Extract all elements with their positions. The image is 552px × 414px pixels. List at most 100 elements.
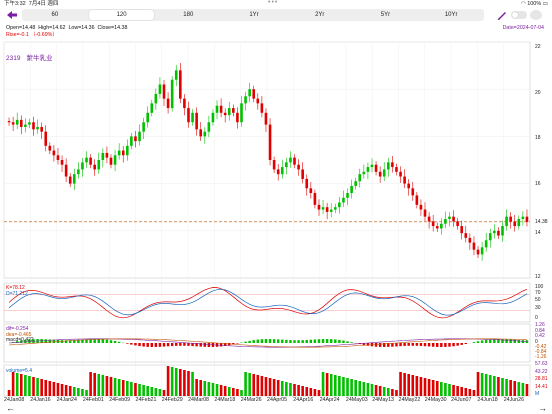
macd-bar	[289, 340, 292, 343]
candle-body	[195, 112, 198, 130]
macd-axis-label: 0.84	[535, 328, 545, 334]
candle-body	[317, 204, 321, 210]
scroll-left-arrow-icon[interactable]: ←	[6, 403, 15, 413]
volume-legend: volume=5.4	[6, 368, 32, 374]
period-selector: 60 120 180 1Yr 2Yr 5Yr 10Yr	[22, 9, 484, 21]
kdj-axis-label: 70	[535, 290, 541, 296]
volume-bar	[358, 381, 362, 396]
multitask-dots[interactable]: •••	[268, 0, 279, 6]
macd-bar	[309, 339, 313, 343]
volume-bar	[105, 376, 109, 396]
candle-body	[211, 112, 215, 123]
macd-axis-label: 0.42	[535, 333, 545, 339]
tab-period-10yr[interactable]: 10Yr	[444, 12, 458, 18]
battery-percent: 100%	[527, 1, 542, 7]
candle-body	[19, 119, 23, 127]
volume-bar	[130, 382, 133, 396]
macd-bar	[452, 343, 455, 347]
mode-toggle[interactable]	[511, 11, 527, 19]
volume-bar	[170, 367, 174, 396]
macd-bar	[85, 339, 88, 343]
draw-pen-icon[interactable]	[497, 10, 507, 20]
macd-bar	[268, 339, 272, 343]
kdj-d-line	[8, 288, 528, 316]
tab-period-60[interactable]: 60	[51, 12, 59, 18]
macd-bar	[183, 343, 186, 346]
macd-bar	[281, 339, 284, 343]
candle-body	[411, 188, 415, 196]
macd-dea-value: dea=-0.465	[6, 331, 32, 338]
volume-bar	[260, 376, 264, 396]
x-axis-labels: 24Jan08 24Jan16 24Jan24 24Feb01 24Feb09 24Feb…	[0, 397, 552, 405]
macd-bar	[146, 343, 149, 347]
candle-body	[448, 216, 451, 219]
ohlc-info: Open=14.48 High=14.62 Low=14.36 Close=14…	[6, 25, 127, 38]
macd-bar	[93, 339, 96, 343]
macd-bar	[162, 343, 166, 347]
volume-bar	[113, 378, 117, 396]
x-axis-date-label: 24May03	[345, 397, 368, 403]
rise-value: Rise=-0.1 （-0.69%）	[6, 31, 58, 38]
macd-bar	[395, 343, 398, 347]
macd-bar	[101, 339, 105, 343]
macd-bar	[415, 343, 419, 346]
volume-bar	[476, 372, 480, 396]
x-axis-date-label: 24Jan16	[30, 397, 51, 403]
volume-bar	[81, 389, 84, 396]
macd-bar	[134, 343, 137, 346]
kdj-axis-label: 50	[535, 297, 541, 303]
volume-bar	[150, 387, 154, 396]
volume-bar	[374, 385, 378, 396]
volume-bar	[179, 369, 182, 396]
volume-bar	[101, 375, 105, 396]
more-button[interactable]	[530, 10, 542, 20]
candle-body	[81, 162, 84, 170]
tab-period-2yr[interactable]: 2Yr	[315, 12, 325, 18]
macd-bar	[117, 341, 121, 343]
macd-bar	[24, 339, 27, 343]
candle-body	[297, 164, 300, 170]
volume-bar	[350, 379, 353, 396]
volume-bar	[399, 372, 402, 396]
macd-bar	[505, 339, 508, 343]
candle-body	[399, 171, 402, 177]
candle-body	[374, 164, 378, 172]
volume-bar	[19, 374, 23, 396]
volume-bar	[191, 372, 194, 396]
scroll-right-arrow-icon[interactable]: →	[538, 403, 547, 413]
candle-body	[472, 242, 476, 250]
volume-bar	[370, 384, 374, 396]
volume-bar	[223, 386, 227, 396]
volume-bar	[468, 389, 472, 396]
volume-bar	[440, 382, 443, 396]
macd-bar	[244, 341, 247, 343]
macd-bar	[497, 339, 500, 343]
volume-bar	[244, 372, 247, 396]
tab-period-1yr[interactable]: 1Yr	[249, 12, 259, 18]
volume-bar	[236, 389, 239, 396]
volume-bar	[444, 383, 447, 396]
stock-title: 2319 蒙牛乳业	[6, 52, 58, 62]
volume-bar	[32, 377, 35, 396]
x-axis-date-label: 24Mar08	[188, 397, 209, 403]
candle-body	[329, 209, 333, 212]
candle-body	[256, 98, 260, 104]
back-button[interactable]	[6, 10, 18, 20]
x-axis-date-label: 24Apr16	[293, 397, 314, 403]
macd-bar	[272, 339, 276, 343]
macd-bar	[472, 342, 476, 343]
candle-body	[77, 169, 80, 175]
macd-axis-label: -1.26	[535, 354, 547, 360]
macd-bar	[232, 343, 235, 345]
volume-bar	[109, 377, 113, 396]
x-axis-date-label: 24May13	[372, 397, 394, 403]
candle-body	[187, 108, 190, 123]
candle-body	[440, 223, 443, 229]
tab-period-5yr[interactable]: 5Yr	[380, 12, 391, 18]
candle-body	[109, 157, 113, 165]
tab-period-120[interactable]: 120	[88, 10, 155, 20]
volume-bar	[378, 386, 382, 396]
tab-period-180[interactable]: 180	[183, 12, 194, 18]
candle-body	[488, 233, 492, 241]
